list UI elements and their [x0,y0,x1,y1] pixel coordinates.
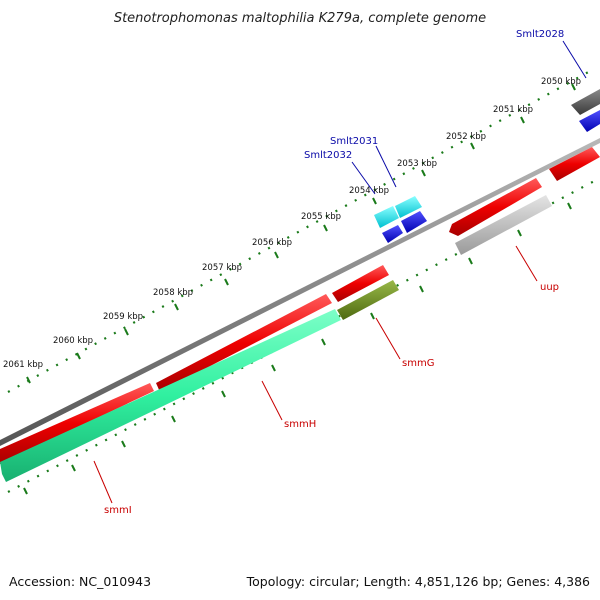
inner-ruler [7,177,600,495]
map-title: Stenotrophomonas maltophilia K279a, comp… [114,11,486,26]
ruler-major-tick [174,303,179,311]
gene-labels: Smlt2028 Smlt2031 Smlt2032 uup smmG smmH… [104,29,564,516]
gene-red-2037[interactable] [0,383,154,464]
gene-rrna-topright[interactable] [579,110,600,132]
ruler-label: 2050 kbp [541,77,581,87]
label-smmH: smmH [284,419,316,430]
ruler-major-tick [76,352,81,360]
ruler-major-tick [372,197,377,205]
label-smlt2032: Smlt2032 [304,150,352,161]
label-uup: uup [540,282,559,293]
label-smlt2028: Smlt2028 [516,29,564,40]
ruler-major-tick [419,285,424,293]
ruler-major-tick [274,251,279,259]
ruler-major-tick [124,328,129,336]
gene-smlt2031[interactable] [395,196,422,218]
gene-blue-1[interactable] [382,225,403,243]
gene-smmG[interactable] [337,280,399,320]
ruler-label: 2055 kbp [301,212,341,222]
ruler-major-tick [323,224,328,232]
ruler-major-tick [26,376,31,384]
label-smmI: smmI [104,505,132,516]
ruler-major-tick [221,390,226,398]
ruler-label: 2061 kbp [3,360,43,370]
ruler-major-tick [370,312,375,320]
leader-lines [93,40,587,504]
ruler-major-tick [224,278,229,286]
accession-text: Accession: NC_010943 [9,574,152,589]
gene-red-2049[interactable] [449,178,542,236]
gene-blue-2[interactable] [401,211,427,233]
ruler-label: 2059 kbp [103,312,143,322]
ruler-major-tick [520,116,525,124]
ruler-major-tick [23,487,28,495]
label-smlt2031: Smlt2031 [330,136,378,147]
ruler-major-tick [468,257,473,265]
gene-uup[interactable] [455,195,552,255]
ruler-label: 2054 kbp [349,186,389,196]
ruler-major-tick [421,169,426,177]
genome-backbone [0,138,600,446]
ruler-major-tick [571,83,576,91]
ruler-labels: 2050 kbp 2051 kbp 2052 kbp 2053 kbp 2054… [3,77,581,370]
gene-smlt2032[interactable] [374,206,399,228]
ruler-major-tick [321,338,326,346]
ruler-major-tick [517,229,522,237]
ruler-label: 2060 kbp [53,336,93,346]
ruler-label: 2057 kbp [202,263,242,273]
gene-red-2040[interactable] [332,265,389,302]
label-smmG: smmG [402,358,434,369]
ruler-major-tick [271,364,276,372]
gene-smmH[interactable] [0,309,341,482]
ruler-label: 2052 kbp [446,132,486,142]
genome-summary-text: Topology: circular; Length: 4,851,126 bp… [246,574,590,589]
gene-red-right-edge[interactable] [549,147,600,181]
ruler-label: 2058 kbp [153,288,193,298]
ruler-major-tick [121,440,126,448]
ruler-label: 2056 kbp [252,238,292,248]
outer-ruler [7,69,593,393]
gene-red-2038[interactable] [156,294,332,392]
ruler-label: 2051 kbp [493,105,533,115]
ruler-major-tick [567,202,572,210]
ruler-major-tick [171,415,176,423]
ruler-major-tick [470,142,475,150]
ruler-major-tick [71,464,76,472]
gene-smlt2028[interactable] [571,89,600,115]
ruler-label: 2053 kbp [397,159,437,169]
